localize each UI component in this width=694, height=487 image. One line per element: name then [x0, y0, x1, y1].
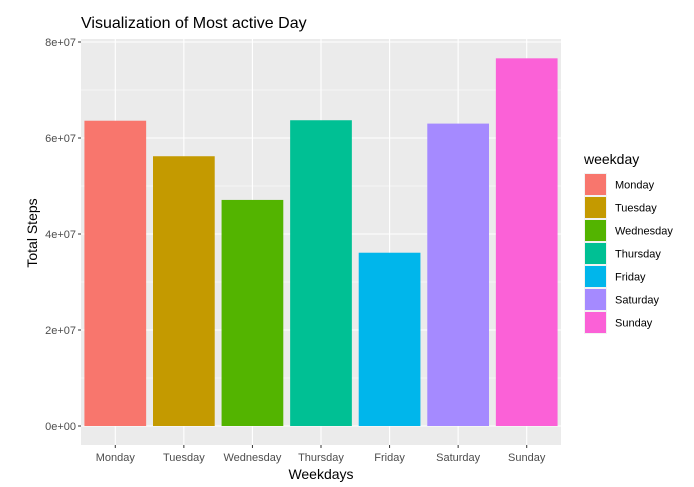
legend-swatch: [585, 243, 606, 264]
legend-label: Monday: [615, 180, 655, 192]
bar-wednesday: [221, 199, 284, 426]
x-tick-label: Tuesday: [163, 452, 205, 464]
legend-swatch: [585, 220, 606, 241]
bar-saturday: [427, 123, 489, 426]
legend: weekday Monday Tuesday Wednesday Thursday Fr…: [583, 151, 673, 334]
x-tick-label: Wednesday: [223, 452, 281, 464]
y-tick-label: 6e+07: [45, 133, 76, 145]
x-axis: Monday Tuesday Wednesday Thursday Friday Satu…: [96, 445, 546, 464]
legend-swatch: [585, 266, 606, 287]
legend-label: Tuesday: [615, 203, 657, 215]
bars: [84, 58, 558, 427]
bar-monday: [84, 120, 147, 426]
x-tick-label: Sunday: [508, 452, 546, 464]
x-tick-label: Monday: [96, 452, 136, 464]
legend-swatch: [585, 312, 606, 333]
x-axis-title: Weekdays: [288, 466, 353, 482]
legend-label: Wednesday: [615, 226, 673, 238]
y-axis-title: Total Steps: [24, 198, 40, 267]
y-tick-label: 4e+07: [45, 229, 76, 241]
x-tick-label: Saturday: [436, 452, 481, 464]
y-axis: 0e+00 2e+07 4e+07 6e+07 8e+07: [45, 37, 81, 433]
legend-label: Thursday: [615, 249, 661, 261]
bar-friday: [358, 252, 421, 426]
x-tick-label: Friday: [374, 452, 405, 464]
legend-swatch: [585, 289, 606, 310]
legend-title: weekday: [583, 151, 639, 167]
x-tick-label: Thursday: [298, 452, 344, 464]
bar-tuesday: [153, 156, 215, 427]
legend-swatch: [585, 197, 606, 218]
y-tick-label: 2e+07: [45, 325, 76, 337]
bar-sunday: [495, 58, 558, 426]
legend-label: Friday: [615, 272, 646, 284]
bar-thursday: [290, 120, 352, 427]
legend-swatch: [585, 174, 606, 195]
y-tick-label: 0e+00: [45, 421, 76, 433]
y-tick-label: 8e+07: [45, 37, 76, 49]
legend-label: Saturday: [615, 295, 660, 307]
legend-label: Sunday: [615, 318, 653, 330]
chart-title: Visualization of Most active Day: [81, 15, 307, 32]
